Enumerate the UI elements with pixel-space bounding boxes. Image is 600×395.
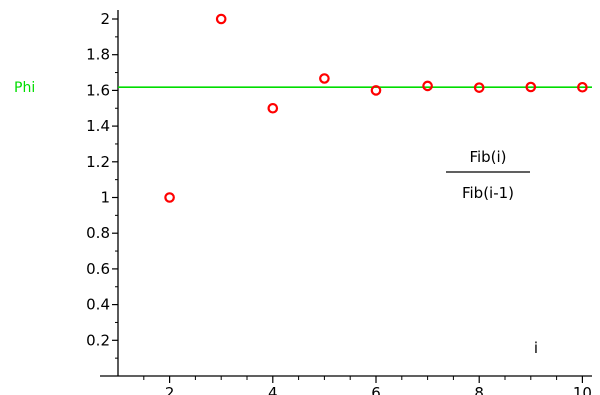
x-tick-label: 2 bbox=[165, 384, 175, 395]
y-tick-label: 0.6 bbox=[86, 260, 110, 278]
x-tick-label: 8 bbox=[474, 384, 484, 395]
data-point bbox=[215, 13, 227, 25]
data-point bbox=[525, 81, 537, 93]
data-point bbox=[422, 80, 433, 92]
data-point bbox=[319, 73, 330, 84]
data-point bbox=[267, 102, 279, 114]
data-point bbox=[164, 192, 175, 203]
data-point bbox=[577, 81, 588, 93]
y-tick-label: 1.2 bbox=[86, 153, 110, 171]
tick-marks bbox=[112, 18, 584, 383]
data-point bbox=[473, 82, 485, 93]
y-tick-label: 1 bbox=[100, 189, 110, 207]
y-tick-label: 2 bbox=[100, 10, 110, 28]
x-tick-label: 6 bbox=[371, 384, 381, 395]
tick-labels: 0.2 0.4 0.6 0.8 1 1.2 1.4 1.6 1.8 2 2 4 6 8 10 bbox=[86, 10, 592, 395]
ratio-annotation: Fib(i) Fib(i-1) bbox=[446, 148, 530, 202]
y-tick-label: 1.6 bbox=[86, 81, 110, 99]
x-axis-label: i bbox=[534, 339, 538, 357]
y-tick-label: 0.2 bbox=[86, 331, 110, 349]
y-tick-label: 0.8 bbox=[86, 224, 110, 242]
y-tick-label: 1.8 bbox=[86, 46, 110, 64]
axes bbox=[100, 10, 592, 377]
phi-label: Phi bbox=[14, 80, 35, 96]
ratio-denominator: Fib(i-1) bbox=[462, 184, 514, 202]
x-tick-label: 10 bbox=[573, 384, 592, 395]
ratio-numerator: Fib(i) bbox=[469, 148, 506, 166]
data-points bbox=[164, 13, 588, 203]
y-tick-label: 0.4 bbox=[86, 296, 110, 314]
y-tick-label: 1.4 bbox=[86, 117, 110, 135]
data-point bbox=[370, 85, 382, 96]
x-tick-label: 4 bbox=[268, 384, 278, 395]
